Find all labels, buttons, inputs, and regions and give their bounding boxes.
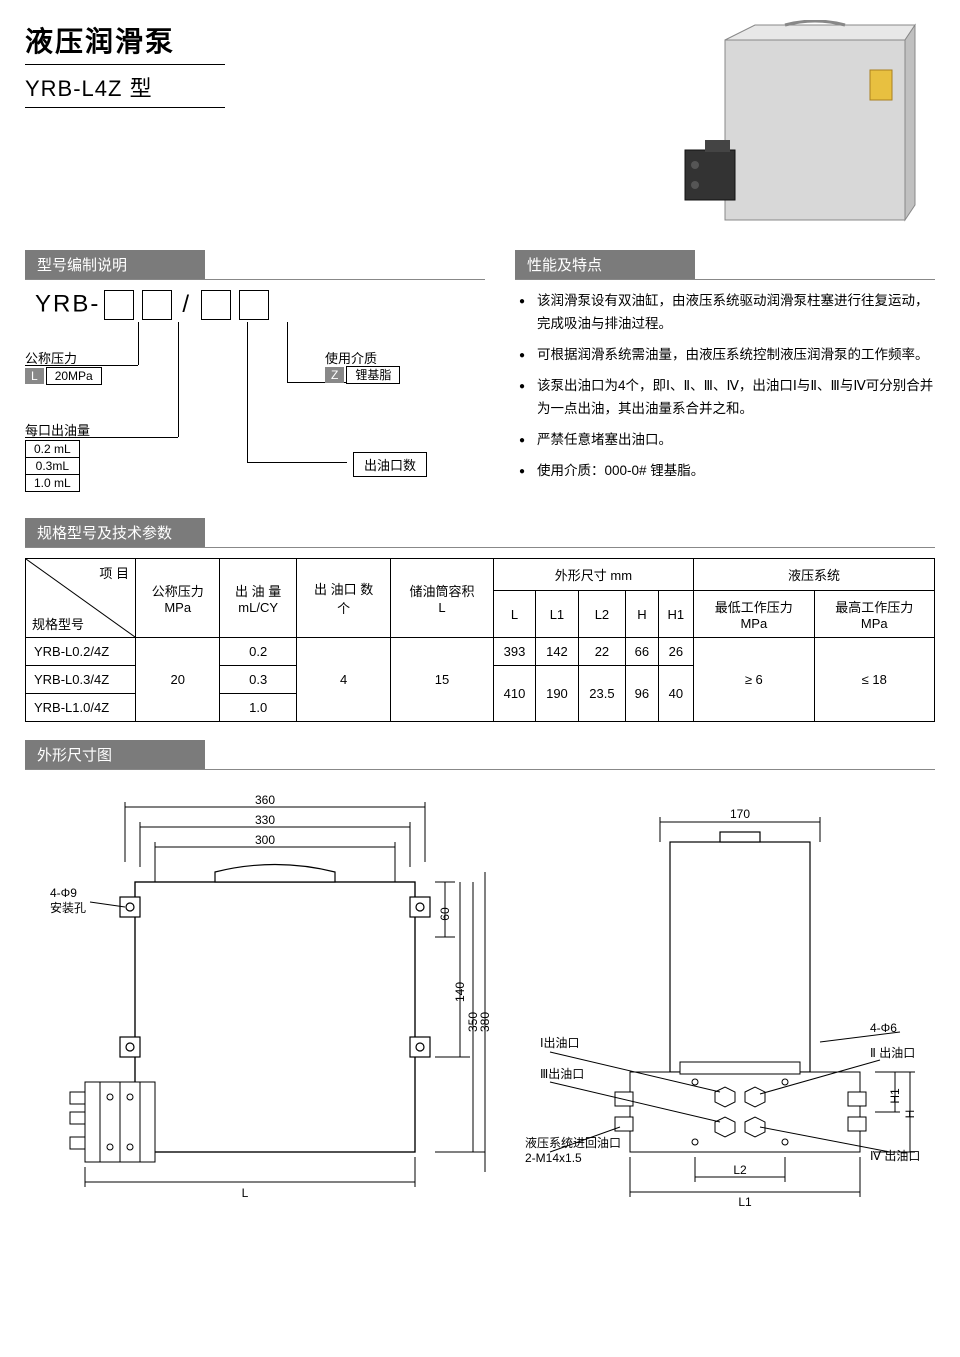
H1-0: 26 [658, 638, 693, 666]
cell-min: ≥ 6 [694, 638, 814, 722]
feature-3: 严禁任意堵塞出油口。 [519, 429, 935, 452]
title-block: 液压润滑泵 YRB-L4Z 型 [25, 20, 225, 108]
feature-4: 使用介质：000-0# 锂基脂。 [519, 460, 935, 483]
dim-60: 60 [438, 907, 452, 921]
model-2: YRB-L1.0/4Z [26, 694, 136, 722]
hdr-min: 最低工作压力 MPa [694, 591, 814, 638]
inlet2-label: 2-M14x1.5 [525, 1151, 582, 1165]
front-view: 360 330 300 4-Φ9 安装孔 [25, 782, 490, 1212]
vol-0: 0.2 [220, 638, 296, 666]
section-dims-title: 外形尺寸图 [25, 740, 205, 769]
pressure-chip: L [25, 368, 44, 384]
dimension-drawings: 360 330 300 4-Φ9 安装孔 [25, 782, 935, 1212]
code-box-2 [142, 290, 172, 320]
hdr-dims-group: 外形尺寸 mm [493, 559, 693, 591]
dim-L1: L1 [738, 1195, 752, 1209]
L2-0: 22 [578, 638, 625, 666]
L-b: 410 [493, 666, 535, 722]
volume-label: 每口出油量 [25, 420, 90, 439]
cell-max: ≤ 18 [814, 638, 934, 722]
H-0: 66 [626, 638, 658, 666]
section-features-title: 性能及特点 [515, 250, 695, 279]
medium-val: 锂基脂 [346, 366, 400, 384]
hdr-pressure: 公称压力 MPa [136, 559, 220, 638]
dim-H1: H1 [888, 1088, 902, 1104]
L1-b: 190 [536, 666, 578, 722]
features-list: 该润滑泵设有双油缸，由液压系统驱动润滑泵柱塞进行往复运动，完成吸油与排油过程。 … [515, 290, 935, 483]
hdr-H: H [626, 591, 658, 638]
hdr-H1: H1 [658, 591, 693, 638]
hole-sublabel: 安装孔 [50, 900, 86, 915]
code-slash: / [182, 291, 191, 318]
dim-300: 300 [255, 833, 275, 847]
out2-label: Ⅱ 出油口 [870, 1046, 915, 1060]
L2-b: 23.5 [578, 666, 625, 722]
pressure-label: 公称压力 [25, 348, 77, 367]
hdr-tank: 储油筒容积 L [391, 559, 493, 638]
code-diagram: YRB- / 公称压力 L20MPa 使用介质 Z锂基脂 出油口数 [25, 290, 485, 500]
volume-row-0: 0.2 mL [26, 441, 80, 458]
hole-label: 4-Φ9 [50, 886, 77, 900]
medium-chip: Z [325, 367, 344, 383]
cell-tank: 15 [391, 638, 493, 722]
diag-top: 项 目 [99, 563, 129, 582]
diag-bot: 规格型号 [32, 614, 84, 633]
dim-140: 140 [453, 982, 467, 1002]
code-box-3 [201, 290, 231, 320]
outlet-label: 出油口数 [353, 452, 427, 477]
out1-label: Ⅰ出油口 [540, 1036, 580, 1050]
out4-label: Ⅳ 出油口 [870, 1149, 920, 1163]
hdr-L1: L1 [536, 591, 578, 638]
H-b: 96 [626, 666, 658, 722]
dim-L2: L2 [733, 1163, 747, 1177]
model-1: YRB-L0.3/4Z [26, 666, 136, 694]
product-photo [675, 20, 935, 230]
vol-1: 0.3 [220, 666, 296, 694]
dim-330: 330 [255, 813, 275, 827]
pressure-val: 20MPa [46, 367, 102, 385]
dim-H: H [903, 1110, 917, 1119]
dim-L: L [242, 1186, 249, 1200]
medium-label: 使用介质 [325, 348, 377, 367]
vol-2: 1.0 [220, 694, 296, 722]
cell-outlets: 4 [296, 638, 390, 722]
dim-360: 360 [255, 793, 275, 807]
hdr-outlets: 出 油口 数 个 [296, 559, 390, 638]
code-box-4 [239, 290, 269, 320]
side-view: 170 [520, 782, 935, 1212]
feature-2: 该泵出油口为4个，即Ⅰ、Ⅱ、Ⅲ、Ⅳ，出油口Ⅰ与Ⅱ、Ⅲ与Ⅳ可分别合并为一点出油，其… [519, 375, 935, 421]
page-title: 液压润滑泵 [25, 20, 225, 60]
dim-380: 380 [478, 1012, 490, 1032]
hdr-max: 最高工作压力 MPa [814, 591, 934, 638]
L-0: 393 [493, 638, 535, 666]
volume-table: 0.2 mL 0.3mL 1.0 mL [25, 440, 80, 492]
hdr-volume: 出 油 量 mL/CY [220, 559, 296, 638]
hdr-L2: L2 [578, 591, 625, 638]
section-code-title: 型号编制说明 [25, 250, 205, 279]
phi6-label: 4-Φ6 [870, 1021, 897, 1035]
hdr-L: L [493, 591, 535, 638]
page-subtitle: YRB-L4Z 型 [25, 71, 225, 103]
L1-0: 142 [536, 638, 578, 666]
out3-label: Ⅲ出油口 [540, 1067, 584, 1081]
inlet-label: 液压系统进回油口 [525, 1135, 621, 1150]
code-box-1 [104, 290, 134, 320]
section-spec-title: 规格型号及技术参数 [25, 518, 205, 547]
feature-1: 可根据润滑系统需油量，由液压系统控制液压润滑泵的工作频率。 [519, 344, 935, 367]
model-0: YRB-L0.2/4Z [26, 638, 136, 666]
code-prefix: YRB- [35, 290, 100, 317]
feature-0: 该润滑泵设有双油缸，由液压系统驱动润滑泵柱塞进行往复运动，完成吸油与排油过程。 [519, 290, 935, 336]
volume-row-1: 0.3mL [26, 458, 80, 475]
hdr-hyd-group: 液压系统 [694, 559, 935, 591]
spec-table: 项 目 规格型号 公称压力 MPa 出 油 量 mL/CY 出 油口 数 个 储… [25, 558, 935, 722]
H1-b: 40 [658, 666, 693, 722]
header: 液压润滑泵 YRB-L4Z 型 [25, 20, 935, 230]
dim-170: 170 [730, 807, 750, 821]
cell-pressure: 20 [136, 638, 220, 722]
volume-row-2: 1.0 mL [26, 475, 80, 492]
